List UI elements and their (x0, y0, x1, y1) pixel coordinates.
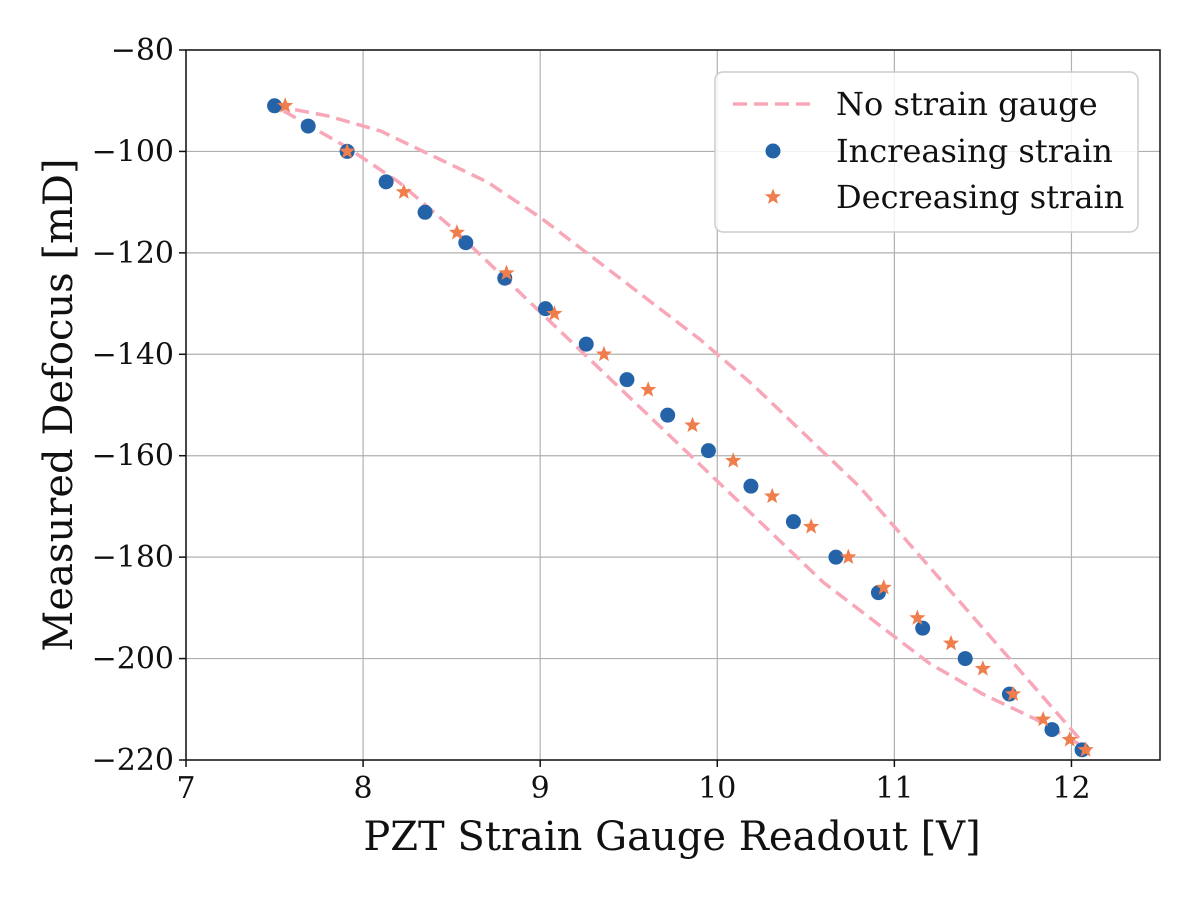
legend-label-increasing-strain: Increasing strain (836, 132, 1113, 170)
y-tick-label: −120 (92, 236, 174, 271)
increasing-strain-point (700, 443, 716, 459)
x-tick-label: 10 (698, 771, 736, 806)
decreasing-strain-point (498, 264, 515, 281)
decreasing-strain-point (840, 548, 857, 565)
decreasing-strain-point (277, 97, 294, 113)
x-tick-label: 11 (875, 771, 913, 806)
y-tick-label: −100 (92, 134, 174, 169)
increasing-strain-point (785, 514, 801, 530)
decreasing-strain-point (974, 660, 991, 676)
decreasing-strain-point (909, 609, 926, 625)
x-axis-label: PZT Strain Gauge Readout [V] (363, 814, 980, 860)
y-tick-label: −200 (92, 642, 174, 677)
legend-marker-increasing-strain (765, 143, 781, 159)
decreasing-strain-point (1061, 731, 1078, 747)
legend-label-no-strain-gauge: No strain gauge (836, 85, 1098, 123)
decreasing-strain-point (1004, 685, 1022, 701)
y-axis-label: Measured Defocus [mD] (36, 158, 82, 651)
y-tick-label: −180 (92, 540, 174, 575)
legend-box (714, 71, 1139, 233)
decreasing-strain-point (1077, 741, 1094, 757)
decreasing-strain-point (448, 224, 466, 240)
x-tick-label: 8 (354, 771, 373, 806)
decreasing-strain-point (395, 183, 412, 199)
series-layer (267, 97, 1094, 758)
decreasing-strain-point (595, 345, 613, 362)
decreasing-strain-point (546, 305, 563, 321)
legend: No strain gauge Increasing strain Decrea… (714, 71, 1139, 233)
increasing-strain-point (578, 336, 594, 352)
decreasing-strain-point (725, 452, 742, 468)
increasing-strain-point (267, 98, 283, 114)
increasing-strain-point (660, 407, 676, 423)
x-tick-label: 12 (1052, 771, 1090, 806)
increasing-strain-point (619, 372, 635, 388)
decreasing-strain-point (1035, 710, 1052, 727)
legend-label-decreasing-strain: Decreasing strain (836, 178, 1124, 216)
y-tick-label: −220 (92, 743, 174, 778)
increasing-strain-point (458, 235, 474, 251)
decreasing-strain-point (875, 579, 892, 595)
increasing-strain-point (915, 620, 931, 636)
plot-frame (185, 49, 1161, 761)
y-tick-label: −80 (111, 33, 174, 68)
decreasing-strain-point (764, 487, 781, 504)
increasing-strain-point (300, 118, 316, 134)
increasing-strain-point (743, 478, 759, 494)
ticks: 7 8 9 10 11 12 −80 −100 −120 −140 −160 −180 −200 −220 (92, 33, 1091, 806)
increasing-strain-point (378, 174, 394, 190)
decreasing-strain-point (803, 518, 820, 534)
x-tick-label: 9 (531, 771, 550, 806)
decreasing-strain-point (339, 142, 356, 159)
increasing-strain-point (828, 549, 844, 565)
y-tick-label: −160 (92, 439, 174, 474)
increasing-strain-point (1044, 722, 1060, 738)
increasing-strain-point (417, 204, 433, 220)
increasing-strain-point (957, 651, 973, 667)
legend-marker-decreasing-strain (764, 188, 782, 204)
y-tick-label: −140 (92, 337, 174, 372)
x-tick-label: 7 (176, 771, 195, 806)
decreasing-strain-point (684, 416, 701, 433)
decreasing-strain-point (942, 634, 960, 651)
decreasing-strain-point (640, 381, 657, 397)
